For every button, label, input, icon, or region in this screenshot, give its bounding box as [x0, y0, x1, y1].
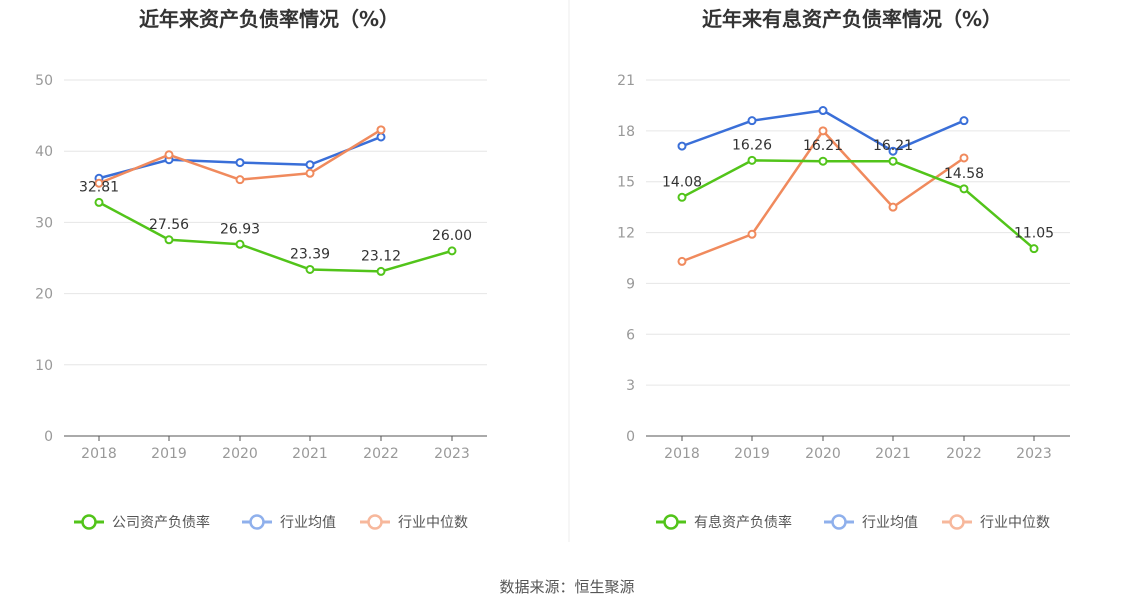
- y-tick-label: 6: [626, 327, 635, 343]
- y-tick-label: 20: [35, 287, 53, 303]
- y-tick-label: 3: [626, 378, 635, 394]
- data-point: [305, 160, 315, 170]
- data-point: [94, 178, 104, 188]
- legend-label: 公司资产负债率: [112, 514, 210, 531]
- data-label: 14.08: [662, 174, 702, 190]
- data-label: 23.12: [361, 248, 401, 264]
- data-point: [747, 155, 757, 165]
- x-tick-label: 2019: [734, 446, 770, 462]
- x-tick-label: 2023: [1016, 446, 1052, 462]
- legend-swatch-marker: [949, 514, 965, 530]
- data-label: 16.26: [732, 137, 772, 153]
- data-point: [818, 106, 828, 116]
- data-label: 27.56: [149, 217, 189, 233]
- y-tick-label: 50: [35, 73, 53, 89]
- data-label: 32.81: [79, 179, 119, 195]
- x-tick-label: 2023: [434, 446, 470, 462]
- data-point: [447, 246, 457, 256]
- y-tick-label: 40: [35, 144, 53, 160]
- chart-title: 近年来有息资产负债率情况（%）: [702, 7, 1002, 31]
- data-source: 数据来源：恒生聚源: [499, 578, 634, 596]
- data-point: [1029, 244, 1039, 254]
- x-tick-label: 2020: [805, 446, 841, 462]
- series-line-0: [681, 159, 1035, 250]
- y-tick-label: 9: [626, 276, 635, 292]
- x-tick-label: 2022: [363, 446, 399, 462]
- data-point: [747, 116, 757, 126]
- data-point: [235, 175, 245, 185]
- data-label: 11.05: [1014, 226, 1054, 242]
- data-point: [818, 156, 828, 166]
- chart-title: 近年来资产负债率情况（%）: [139, 7, 399, 31]
- data-label: 23.39: [290, 246, 330, 262]
- x-tick-label: 2018: [664, 446, 700, 462]
- data-label: 16.21: [873, 138, 913, 154]
- data-point: [677, 141, 687, 151]
- y-tick-label: 21: [617, 73, 635, 89]
- data-point: [376, 266, 386, 276]
- legend-swatch-marker: [367, 514, 383, 530]
- legend-swatch-marker: [81, 514, 97, 530]
- data-point: [164, 235, 174, 245]
- y-tick-label: 0: [626, 429, 635, 445]
- data-point: [305, 264, 315, 274]
- y-tick-label: 18: [617, 124, 635, 140]
- x-tick-label: 2019: [151, 446, 187, 462]
- data-point: [305, 168, 315, 178]
- y-tick-label: 10: [35, 358, 53, 374]
- data-point: [959, 116, 969, 126]
- x-tick-label: 2021: [875, 446, 911, 462]
- legend-swatch-marker: [249, 514, 265, 530]
- data-label: 16.21: [803, 138, 843, 154]
- data-point: [677, 256, 687, 266]
- data-point: [888, 156, 898, 166]
- legend-label: 有息资产负债率: [694, 514, 792, 531]
- legend-label: 行业均值: [280, 515, 336, 531]
- series-line-0: [98, 201, 453, 273]
- chart-debt-ratio: 近年来资产负债率情况（%） 0 10 20 30 40 50 2018 2019 2020 2021…: [35, 7, 487, 531]
- data-point: [888, 146, 898, 156]
- x-tick-label: 2018: [81, 446, 117, 462]
- series-line-1: [98, 135, 382, 180]
- data-point: [235, 239, 245, 249]
- chart-interest-bearing-debt-ratio: 近年来有息资产负债率情况（%） 0 3 6 9 12 15 18 21 2018 2019 2020 2…: [617, 7, 1070, 531]
- data-point: [747, 229, 757, 239]
- legend-label: 行业均值: [862, 515, 918, 531]
- data-point: [164, 150, 174, 160]
- x-tick-label: 2020: [222, 446, 258, 462]
- data-point: [376, 125, 386, 135]
- y-tick-label: 30: [35, 215, 53, 231]
- data-label: 14.58: [944, 166, 984, 182]
- data-label: 26.93: [220, 221, 260, 237]
- data-point: [818, 126, 828, 136]
- data-point: [888, 202, 898, 212]
- y-tick-label: 15: [617, 175, 635, 191]
- y-tick-label: 0: [44, 429, 53, 445]
- data-point: [959, 153, 969, 163]
- data-label: 26.00: [432, 228, 472, 244]
- data-point: [959, 184, 969, 194]
- data-point: [677, 192, 687, 202]
- x-tick-label: 2021: [292, 446, 328, 462]
- data-point: [94, 197, 104, 207]
- data-point: [235, 158, 245, 168]
- legend-label: 行业中位数: [398, 515, 468, 531]
- legend-label: 行业中位数: [980, 515, 1050, 531]
- y-tick-label: 12: [617, 226, 635, 242]
- legend-swatch-marker: [831, 514, 847, 530]
- data-point: [376, 132, 386, 142]
- x-tick-label: 2022: [946, 446, 982, 462]
- legend-swatch-marker: [663, 514, 679, 530]
